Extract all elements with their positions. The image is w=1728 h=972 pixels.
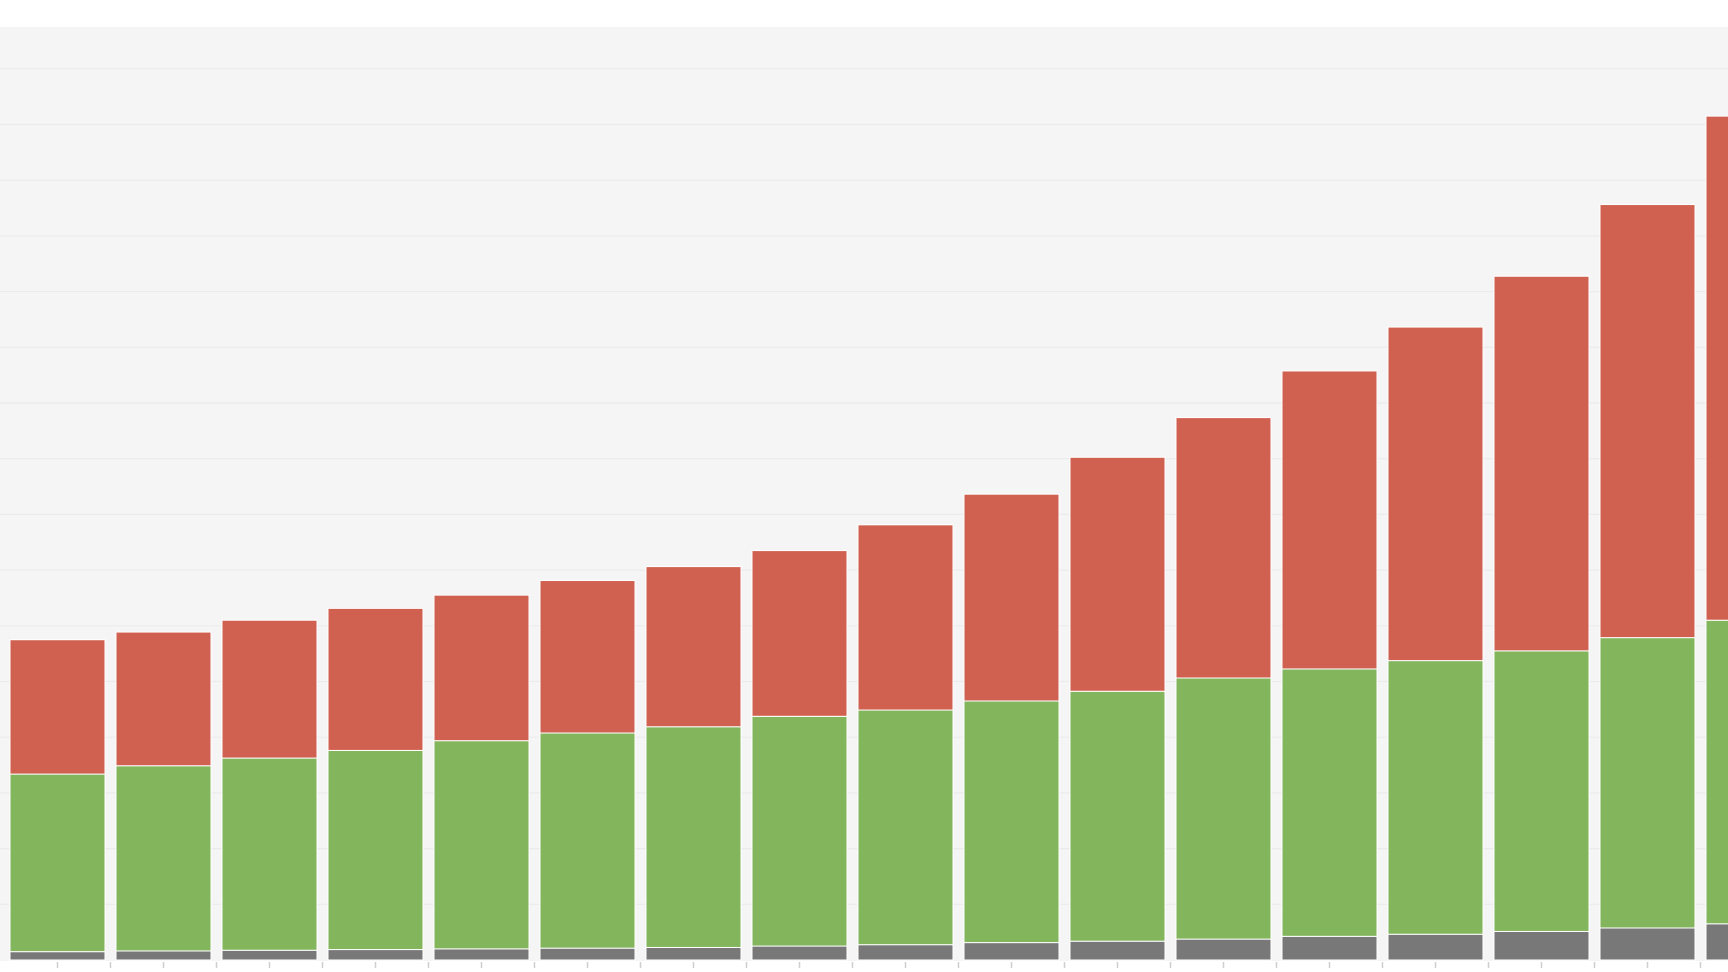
bar-segment-0-2 (221, 949, 318, 961)
bar-segment-1-2 (221, 757, 318, 951)
bar-segment-0-4 (433, 948, 530, 961)
bar-segment-0-10 (1069, 940, 1166, 961)
bar-segment-0-16 (1705, 923, 1728, 961)
bars (9, 115, 1728, 961)
bar-segment-2-12 (1281, 370, 1378, 670)
bar-segment-2-0 (9, 639, 106, 775)
bar-segment-1-13 (1387, 660, 1484, 935)
bar-segment-1-16 (1705, 619, 1728, 925)
bar-segment-1-10 (1069, 690, 1166, 942)
bar-segment-2-1 (115, 631, 212, 767)
bar-segment-0-0 (9, 951, 106, 961)
bar-segment-1-14 (1493, 650, 1590, 932)
bar-segment-1-6 (645, 726, 742, 948)
bar-segment-0-5 (539, 947, 636, 961)
bar-segment-0-15 (1599, 927, 1696, 961)
bar-segment-0-8 (857, 944, 954, 961)
bar-segment-0-11 (1175, 938, 1272, 961)
bar-segment-0-9 (963, 942, 1060, 961)
bar-segment-2-5 (539, 580, 636, 734)
bar-segment-1-12 (1281, 668, 1378, 937)
bar-segment-0-12 (1281, 935, 1378, 961)
bar-segment-2-4 (433, 594, 530, 742)
bar-segment-2-16 (1705, 115, 1728, 621)
bar-segment-1-9 (963, 700, 1060, 944)
bar-segment-2-15 (1599, 204, 1696, 639)
bar-segment-2-7 (751, 550, 848, 717)
bar-segment-0-3 (327, 949, 424, 961)
bar-segment-2-2 (221, 619, 318, 759)
bar-segment-2-11 (1175, 417, 1272, 679)
bar-segment-0-14 (1493, 930, 1590, 961)
bar-segment-1-7 (751, 715, 848, 947)
bar-segment-1-1 (115, 765, 212, 952)
bar-segment-0-6 (645, 946, 742, 961)
bar-segment-1-4 (433, 740, 530, 950)
bar-segment-1-11 (1175, 677, 1272, 940)
bar-segment-1-15 (1599, 637, 1696, 929)
bar-segment-2-14 (1493, 275, 1590, 652)
bar-segment-1-5 (539, 732, 636, 949)
bar-segment-2-8 (857, 524, 954, 711)
bar-segment-1-0 (9, 773, 106, 953)
bar-segment-0-1 (115, 950, 212, 961)
bar-segment-0-7 (751, 945, 848, 961)
x-ticks (56, 962, 1702, 968)
bar-segment-1-3 (327, 749, 424, 951)
bar-segment-2-13 (1387, 326, 1484, 662)
bar-segment-2-3 (327, 607, 424, 751)
bar-segment-0-13 (1387, 933, 1484, 961)
bar-segment-1-8 (857, 709, 954, 946)
bar-segment-2-10 (1069, 456, 1166, 692)
bar-segment-2-6 (645, 566, 742, 728)
bar-segment-2-9 (963, 493, 1060, 702)
